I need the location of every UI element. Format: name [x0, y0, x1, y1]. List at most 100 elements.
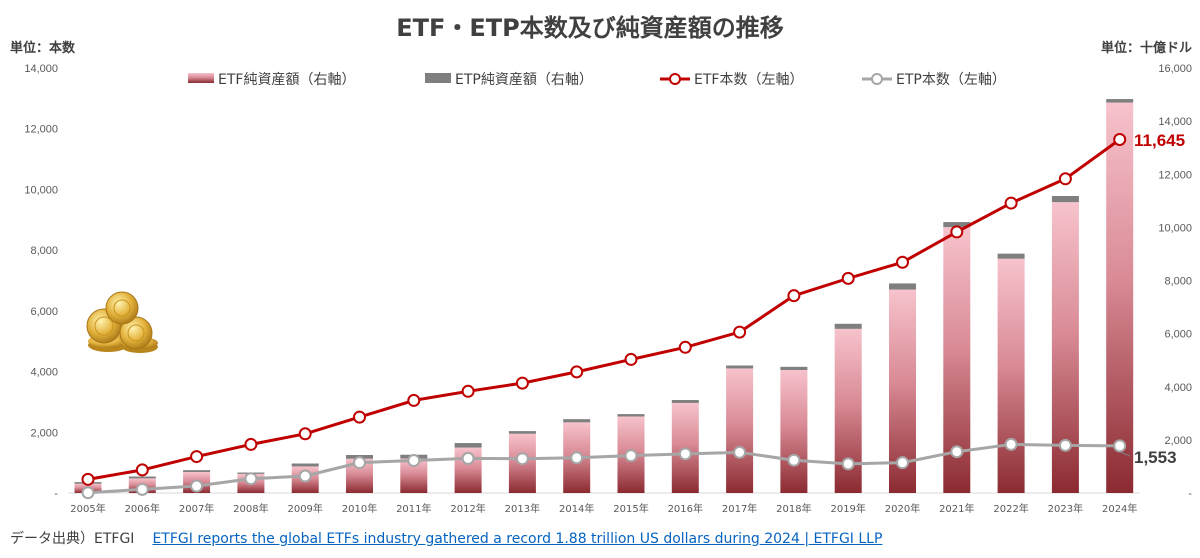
etp-count-line	[87, 442, 1120, 495]
left-tick-label: 6,000	[30, 306, 58, 318]
etf-count-point	[461, 384, 475, 398]
etf-count-point	[950, 225, 964, 239]
left-tick-label: 2,000	[30, 427, 58, 439]
x-tick-label: 2008年	[233, 502, 268, 515]
legend-etp-count: ETP本数（左軸）	[896, 72, 1006, 88]
x-tick-label: 2015年	[613, 502, 648, 515]
x-tick-label: 2022年	[993, 502, 1028, 515]
etf-count-point	[407, 393, 421, 407]
etf-count-point	[298, 427, 312, 441]
etp-count-point	[353, 456, 366, 470]
legend-etf-bar-swatch	[188, 73, 214, 83]
etp-label-leader	[1119, 451, 1131, 457]
etf-count-point	[244, 437, 258, 451]
legend-etf-line-marker	[669, 73, 681, 85]
etp-count-point	[841, 457, 855, 471]
x-tick-label: 2009年	[287, 502, 322, 515]
etp-assets-bar	[128, 476, 156, 479]
x-tick-label: 2018年	[776, 502, 811, 515]
etp-count-point	[950, 445, 964, 459]
etp-count-point	[461, 451, 475, 465]
etp-count-point	[298, 469, 312, 483]
right-axis-unit: 単位：十億ドル	[1101, 40, 1192, 56]
x-tick-label: 2012年	[450, 502, 485, 515]
etp-count-point	[244, 472, 258, 486]
right-tick-label: -	[1188, 488, 1192, 500]
left-tick-label: 12,000	[24, 124, 58, 136]
right-tick-label: 2,000	[1164, 435, 1192, 447]
footer: データ出典）ETFGI ETFGI reports the global ETFs…	[10, 528, 882, 548]
etp-count-point	[190, 479, 204, 493]
legend: ETF純資産額（右軸） ETP純資産額（右軸） ETF本数（左軸） ETP本数（…	[188, 72, 1006, 88]
lines	[81, 132, 1127, 500]
x-axis: 2005年 2006年 2007年 2008年 2009年 2010年 2011年 2012年…	[70, 502, 1137, 515]
x-tick-label: 2007年	[179, 502, 214, 515]
legend-etf-count: ETF本数（左軸）	[694, 72, 803, 88]
right-tick-label: 14,000	[1158, 116, 1192, 128]
etp-count-point	[407, 454, 421, 468]
etp-assets-bar	[1051, 196, 1079, 203]
legend-etp-assets: ETP純資産額（右軸）	[455, 72, 593, 88]
bars	[74, 99, 1134, 493]
left-tick-label: 8,000	[30, 245, 58, 257]
etf-count-point	[733, 325, 747, 339]
x-tick-label: 2019年	[830, 502, 865, 515]
etp-assets-bar	[889, 283, 916, 290]
etp-assets-bar	[780, 366, 808, 371]
etf-count-point	[678, 340, 692, 354]
chart-title: ETF・ETP本数及び純資産額の推移	[396, 14, 784, 42]
etp-count-point	[678, 447, 692, 461]
etf-count-point	[190, 450, 204, 464]
right-axis: - 2,000 4,000 6,000 8,000 10,000 12,000 14,000 1…	[1158, 63, 1192, 500]
etf-count-point	[353, 410, 366, 424]
etp-assets-bar	[508, 431, 536, 434]
etp-count-point	[1004, 437, 1018, 451]
combo-chart: ETF・ETP本数及び純資産額の推移 単位：本数 単位：十億ドル ETF純資産額…	[10, 14, 1192, 515]
etf-assets-bar	[780, 370, 808, 493]
right-tick-label: 8,000	[1164, 276, 1192, 288]
right-tick-label: 10,000	[1158, 222, 1192, 234]
etf-last-data-label: 11,645	[1134, 131, 1185, 150]
x-tick-label: 2011年	[396, 502, 431, 515]
legend-etf-assets: ETF純資産額（右軸）	[218, 72, 355, 88]
x-tick-label: 2023年	[1048, 502, 1083, 515]
etf-count-point	[1058, 172, 1072, 186]
etf-assets-bar	[1106, 102, 1134, 493]
left-axis-unit: 単位：本数	[10, 40, 76, 56]
etp-assets-bar	[943, 222, 971, 228]
etp-assets-bar	[1106, 99, 1134, 103]
etp-assets-bar	[726, 365, 754, 369]
etf-count-point	[135, 463, 149, 477]
x-tick-label: 2017年	[722, 502, 757, 515]
legend-etp-line-marker	[871, 73, 883, 85]
x-tick-label: 2010年	[342, 502, 377, 515]
x-tick-label: 2021年	[939, 502, 974, 515]
etp-assets-bar	[671, 400, 699, 403]
etf-count-point	[515, 376, 529, 390]
etf-count-point	[81, 472, 95, 486]
etp-count-point	[896, 456, 909, 470]
etp-assets-bar	[454, 443, 482, 448]
etf-count-point	[1004, 196, 1018, 210]
etp-assets-bar	[834, 323, 862, 329]
source-note: データ出典）ETFGI	[10, 531, 135, 547]
x-tick-label: 2005年	[70, 502, 105, 515]
x-tick-label: 2013年	[505, 502, 540, 515]
etp-count-point	[570, 451, 584, 465]
etp-count-point	[81, 486, 95, 500]
etp-count-point	[1113, 439, 1127, 453]
etf-count-point	[1113, 132, 1127, 146]
etp-count-point	[733, 445, 747, 459]
etp-assets-bar	[997, 253, 1025, 259]
left-tick-label: 4,000	[30, 367, 58, 379]
etp-count-point	[787, 453, 801, 467]
etp-last-data-label: 1,553	[1134, 448, 1177, 467]
source-link[interactable]: ETFGI reports the global ETFs industry g…	[152, 531, 883, 547]
etp-count-point	[1058, 438, 1072, 452]
etf-count-point	[841, 271, 855, 285]
etf-assets-bar	[997, 258, 1025, 493]
etf-count-point	[787, 289, 801, 303]
etp-assets-bar	[617, 414, 645, 417]
left-axis: - 2,000 4,000 6,000 8,000 10,000 12,000 14,000	[24, 63, 58, 500]
